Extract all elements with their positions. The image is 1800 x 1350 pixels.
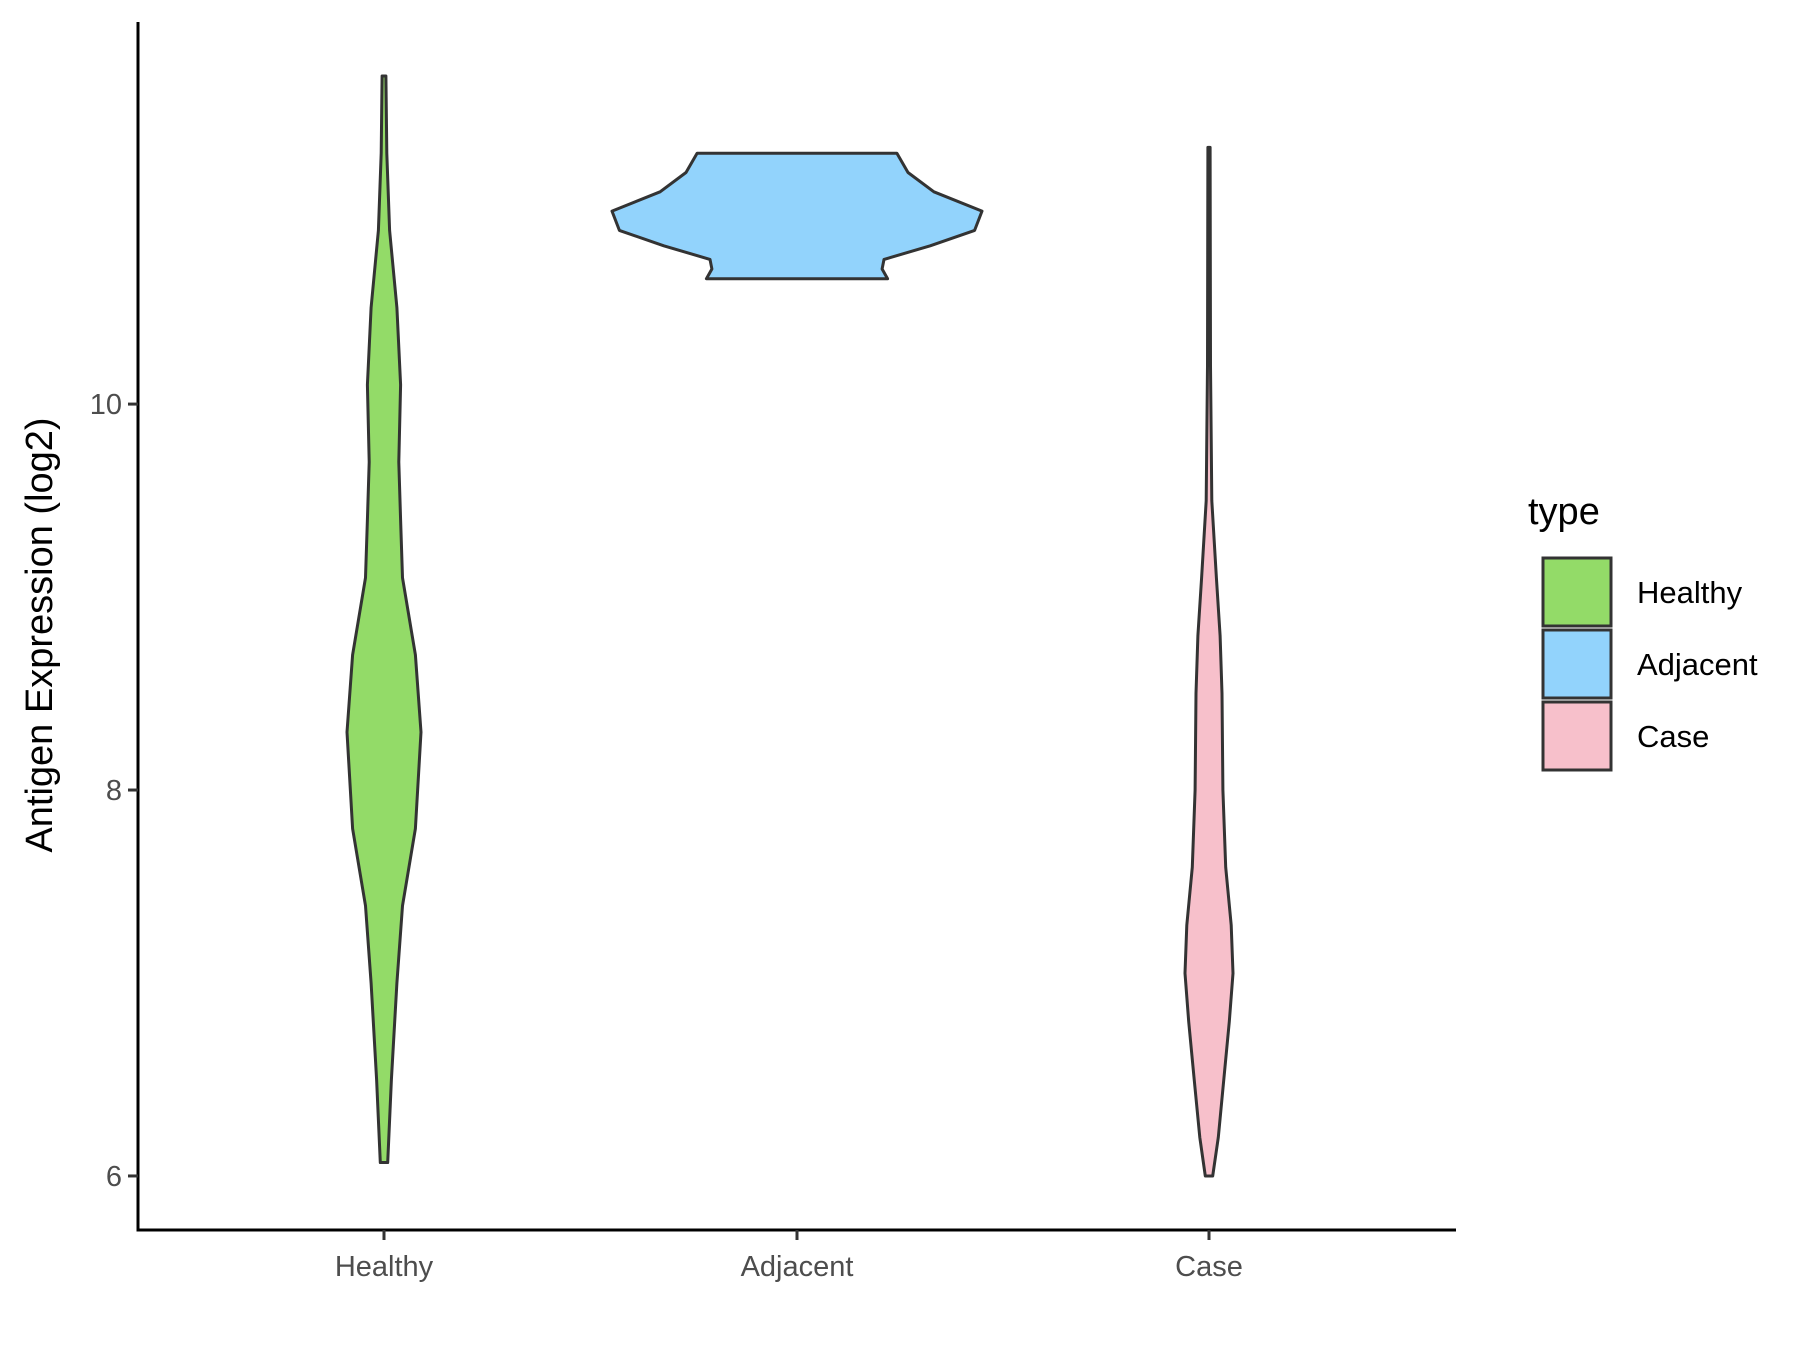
violin-case xyxy=(1183,145,1235,1178)
x-tick-label-adjacent: Adjacent xyxy=(741,1251,854,1283)
legend-key-adjacent xyxy=(1541,628,1613,700)
violin-adjacent xyxy=(610,151,984,281)
legend-title: type xyxy=(1528,491,1600,533)
y-axis-title: Antigen Expression (log2) xyxy=(19,417,61,852)
legend-label-healthy: Healthy xyxy=(1637,575,1743,610)
legend-key-case xyxy=(1541,700,1613,772)
y-tick-label-6: 6 xyxy=(106,1161,122,1193)
legend: type Healthy Adjacent Case xyxy=(1528,491,1758,772)
y-tick-label-10: 10 xyxy=(90,389,122,421)
axis-lines xyxy=(136,22,1456,1232)
legend-label-adjacent: Adjacent xyxy=(1637,647,1758,682)
violins-layer xyxy=(345,74,1235,1178)
axes-layer: 6 8 10 Healthy Adjacent Case xyxy=(90,22,1456,1283)
x-tick-label-healthy: Healthy xyxy=(335,1251,434,1283)
violin-healthy xyxy=(345,74,423,1164)
legend-key-healthy xyxy=(1541,556,1613,628)
y-tick-label-8: 8 xyxy=(106,775,122,807)
legend-label-case: Case xyxy=(1637,719,1709,754)
x-tick-label-case: Case xyxy=(1175,1251,1243,1283)
